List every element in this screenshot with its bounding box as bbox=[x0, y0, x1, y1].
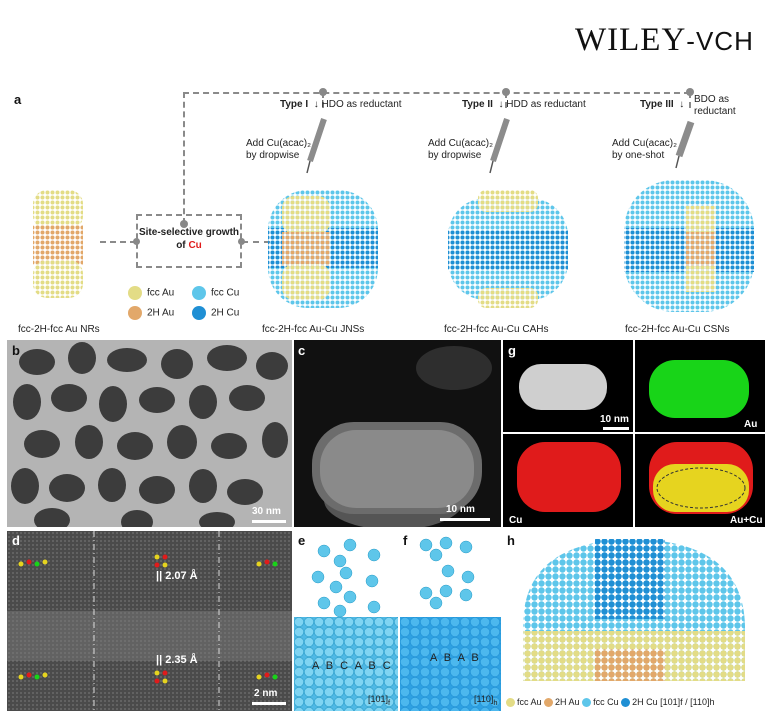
panel-label-c: c bbox=[298, 343, 306, 358]
panel-label-d: d bbox=[12, 533, 20, 548]
fcc-au-swatch bbox=[128, 286, 142, 300]
panel-label-g: g bbox=[508, 343, 516, 358]
legend-2h-cu: 2H Cu bbox=[192, 306, 239, 320]
panel-c-scalebar bbox=[440, 518, 490, 521]
publisher-logo: WILEY-VCH bbox=[575, 22, 754, 58]
panel-label-h: h bbox=[507, 533, 515, 548]
flow-line-top bbox=[183, 92, 690, 94]
eds-cu-tile bbox=[503, 434, 633, 527]
fcc-axis: [101]f bbox=[368, 694, 391, 707]
panel-e bbox=[294, 531, 398, 711]
caption-au-nrs: fcc-2H-fcc Au NRs bbox=[18, 324, 100, 335]
2h-cu-swatch bbox=[192, 306, 206, 320]
legend-fcc-cu: fcc Cu bbox=[192, 286, 239, 300]
caption-jns: fcc-2H-fcc Au-Cu JNSs bbox=[262, 324, 365, 335]
legend-fcc-au: fcc Au bbox=[128, 286, 174, 300]
type-2-header: Type II ↓ HDD as reductant bbox=[462, 99, 586, 110]
hcp-unit-cell bbox=[419, 536, 475, 610]
legend-2h-au: 2H Au bbox=[128, 306, 174, 320]
syringe-icon-2 bbox=[489, 118, 510, 174]
type-1-add: Add Cu(acac)₂ by dropwise bbox=[246, 138, 312, 161]
csn-atomic-model bbox=[523, 539, 745, 681]
syringe-icon-1 bbox=[306, 118, 327, 174]
fcc-stacking: A B C A B C bbox=[312, 660, 393, 672]
site-selective-box: Site-selective growth of Cu bbox=[136, 214, 242, 268]
fcc-unit-cell bbox=[311, 538, 381, 618]
panel-label-e: e bbox=[298, 533, 306, 548]
panel-g-eds-maps bbox=[503, 340, 765, 527]
panel-d-hrtem-image bbox=[7, 531, 292, 711]
flow-line-left bbox=[183, 92, 185, 224]
panel-label-a: a bbox=[14, 92, 22, 107]
type-1-header: Type I ↓ HDO as reductant bbox=[280, 99, 402, 110]
panel-h bbox=[503, 531, 765, 711]
panel-f bbox=[400, 531, 501, 711]
panel-g-scalebar bbox=[603, 427, 629, 430]
caption-csn: fcc-2H-fcc Au-Cu CSNs bbox=[625, 324, 730, 335]
eds-cu-label: Cu bbox=[509, 515, 523, 526]
hcp-lattice bbox=[400, 617, 501, 711]
spacing-235: || 2.35 Å bbox=[156, 654, 198, 666]
panel-b-scalebar bbox=[252, 520, 286, 523]
panel-h-legend: fcc Au 2H Au fcc Cu 2H Cu [101]f / [110]… bbox=[506, 697, 715, 708]
fcc-lattice bbox=[294, 617, 398, 711]
eds-au-label: Au bbox=[744, 419, 758, 430]
panel-c-haadf-image bbox=[294, 340, 501, 527]
panel-label-f: f bbox=[403, 533, 408, 548]
panel-label-b: b bbox=[12, 343, 20, 358]
nanostructure-illustrations bbox=[33, 180, 754, 312]
caption-cah: fcc-2H-fcc Au-Cu CAHs bbox=[444, 324, 549, 335]
eds-haadf-tile bbox=[503, 340, 633, 432]
eds-overlay-tile bbox=[635, 434, 765, 527]
hcp-axis: [110]h bbox=[474, 694, 498, 707]
eds-au-tile bbox=[635, 340, 765, 432]
spacing-207: || 2.07 Å bbox=[156, 570, 198, 582]
hcp-stacking: A B A B bbox=[430, 652, 481, 664]
type-3-reductant: BDO as reductant bbox=[694, 94, 736, 117]
eds-aucu-label: Au+Cu bbox=[730, 515, 763, 526]
panel-b-tem-image bbox=[7, 340, 292, 527]
2h-au-swatch bbox=[128, 306, 142, 320]
type-2-add: Add Cu(acac)₂ by dropwise bbox=[428, 138, 494, 161]
syringe-icon-3 bbox=[675, 120, 695, 169]
type-3-add: Add Cu(acac)₂ by one-shot bbox=[612, 138, 678, 161]
panel-d-scalebar bbox=[252, 702, 286, 705]
type-3-header: Type III ↓ bbox=[640, 99, 685, 110]
fcc-cu-swatch bbox=[192, 286, 206, 300]
